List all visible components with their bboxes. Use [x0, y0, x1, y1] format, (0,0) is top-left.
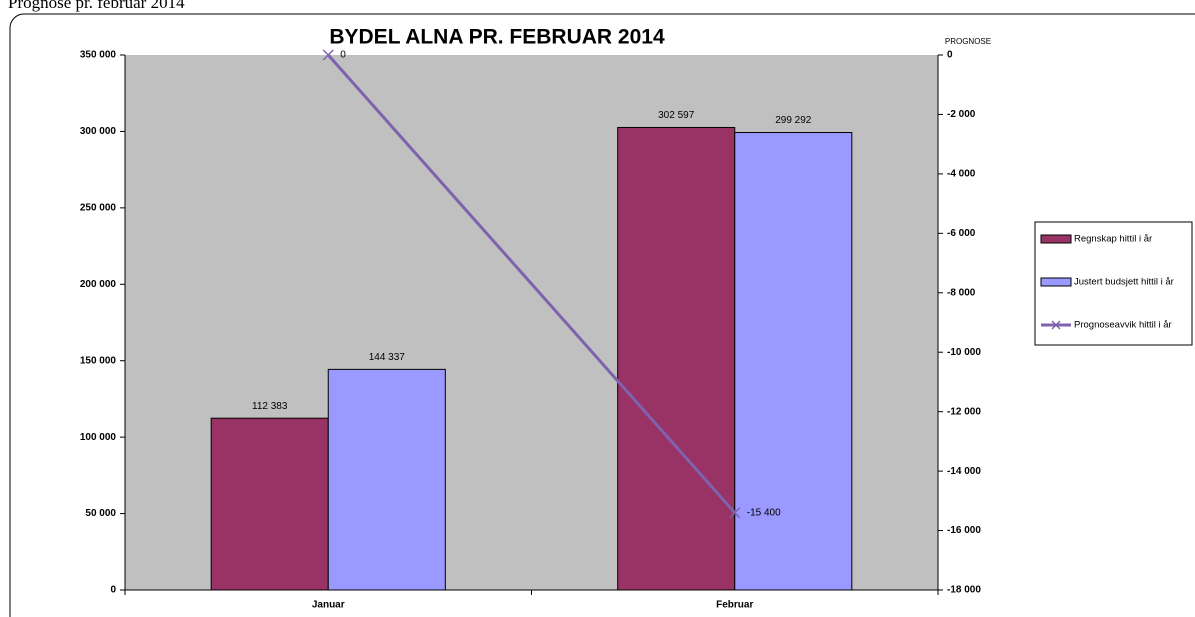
y-tick-label: 250 000 — [80, 202, 117, 213]
line — [327, 54, 736, 514]
y-tick-label: 100 000 — [80, 432, 117, 443]
legend-swatch — [1040, 277, 1072, 287]
y2-tick-label: -10 000 — [947, 347, 981, 358]
y2-tick-label: -16 000 — [947, 525, 981, 536]
y-tick-label: 50 000 — [85, 508, 116, 519]
y2-tick-label: -8 000 — [947, 287, 976, 298]
y2-tick-label: -4 000 — [947, 169, 976, 180]
y-tick-label: 350 000 — [80, 50, 117, 61]
y-tick-label: 200 000 — [80, 279, 117, 290]
x-tick-label: Januar — [312, 600, 345, 611]
x-tick-label: Februar — [716, 600, 753, 611]
y-tick-label: 150 000 — [80, 355, 117, 366]
legend-label: Prognoseavvik hittil i år — [1074, 320, 1172, 331]
y2-tick-label: -14 000 — [947, 466, 981, 477]
line-marker — [322, 49, 334, 61]
y2-tick-label: -2 000 — [947, 109, 976, 120]
y-tick-label: 300 000 — [80, 126, 117, 137]
line-marker — [729, 507, 741, 519]
data-label: 299 292 — [775, 115, 812, 126]
y2-tick-label: 0 — [947, 50, 953, 61]
legend-label: Justert budsjett hittil i år — [1074, 277, 1174, 288]
data-label: 302 597 — [658, 110, 695, 121]
heading: Prognose pr. februar 2014 — [8, 0, 185, 12]
y2-tick-label: -18 000 — [947, 585, 981, 596]
data-label: 0 — [340, 50, 346, 61]
bar — [617, 126, 736, 591]
y2-tick-label: -12 000 — [947, 406, 981, 417]
bar — [210, 417, 329, 591]
data-label: -15 400 — [747, 507, 781, 518]
bar — [327, 368, 446, 591]
y2-axis-title: PROGNOSE — [945, 37, 991, 46]
y2-tick-label: -6 000 — [947, 228, 976, 239]
legend-label: Regnskap hittil i år — [1074, 234, 1152, 245]
data-label: 112 383 — [252, 401, 288, 412]
legend-swatch — [1040, 234, 1072, 244]
data-label: 144 337 — [369, 352, 406, 363]
legend-marker — [1051, 320, 1061, 330]
bar — [734, 132, 853, 591]
y-tick-label: 0 — [110, 585, 116, 596]
chart-title: BYDEL ALNA PR. FEBRUAR 2014 — [329, 26, 665, 49]
